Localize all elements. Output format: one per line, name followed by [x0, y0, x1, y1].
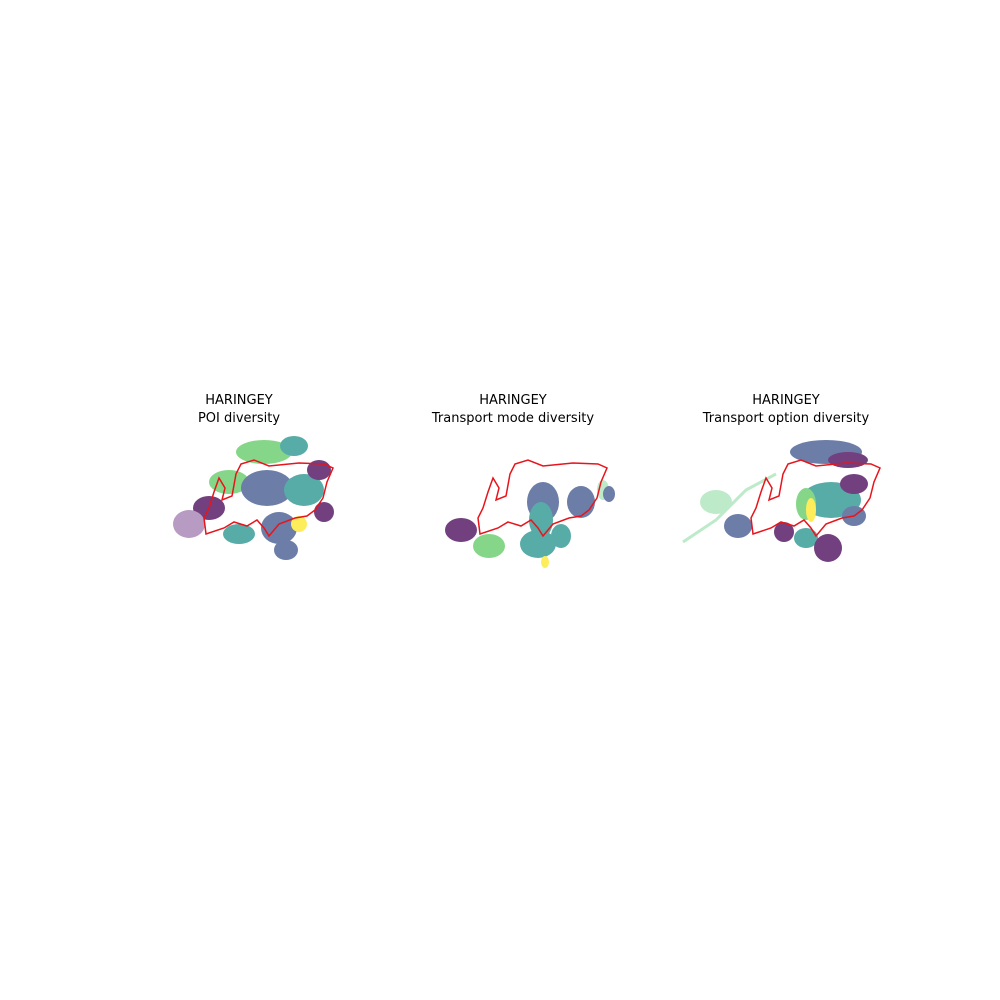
map-panel-poi-diversity: HARINGEY POI diversity: [109, 390, 369, 590]
metric-name: Transport mode diversity: [431, 411, 595, 426]
network-map: [445, 459, 615, 568]
panel-title: HARINGEY POI diversity: [109, 392, 369, 428]
borough-boundary: [203, 459, 334, 538]
panel-title: HARINGEY Transport option diversity: [656, 392, 916, 428]
street-network: [682, 440, 868, 562]
map-panel-transport-mode-diversity: HARINGEY Transport mode diversity: [383, 390, 643, 590]
metric-name: POI diversity: [197, 411, 281, 426]
map-panel-transport-option-diversity: HARINGEY Transport option diversity: [656, 390, 916, 590]
street-network: [445, 480, 615, 568]
metric-name: Transport option diversity: [702, 411, 870, 426]
borough-name: HARINGEY: [205, 393, 273, 408]
borough-boundary: [477, 459, 608, 538]
borough-boundary: [750, 459, 881, 538]
street-network: [173, 436, 334, 560]
network-map: [173, 436, 334, 560]
panel-title: HARINGEY Transport mode diversity: [383, 392, 643, 428]
borough-name: HARINGEY: [479, 393, 547, 408]
borough-name: HARINGEY: [752, 393, 820, 408]
network-map: [682, 440, 881, 562]
